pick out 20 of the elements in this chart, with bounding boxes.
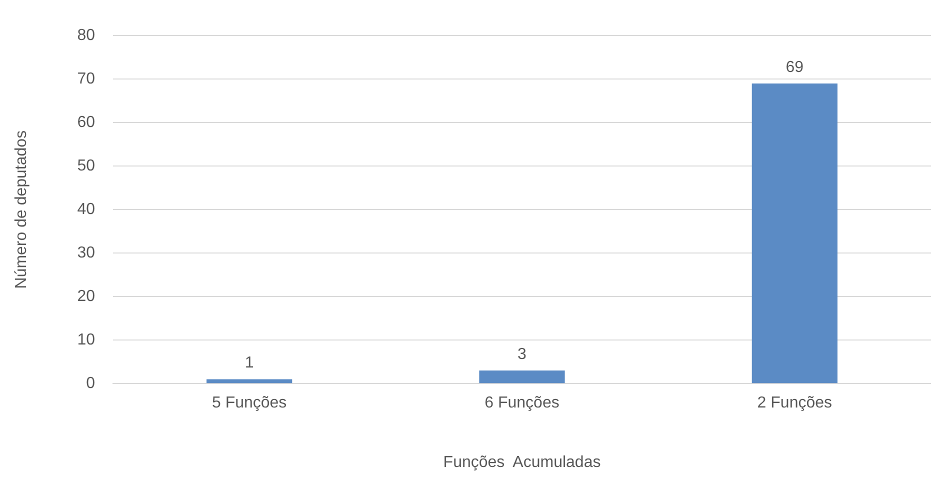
data-label: 3 (518, 346, 527, 363)
x-tick-label: 2 Funções (757, 394, 832, 412)
y-tick-label: 60 (77, 114, 96, 132)
y-axis-title: Número de deputados (13, 130, 30, 289)
y-tick-label: 40 (77, 201, 96, 218)
x-axis-title: Funções Acumuladas (443, 454, 601, 471)
y-tick-label: 30 (77, 244, 96, 262)
y-tick-label: 0 (86, 375, 96, 392)
data-label: 69 (786, 58, 804, 76)
data-label: 1 (244, 354, 254, 372)
x-tick-label: 5 Funções (212, 394, 287, 412)
y-tick-label: 80 (77, 27, 96, 44)
y-tick-label: 70 (77, 70, 96, 88)
y-tick-label: 20 (77, 288, 96, 306)
bar (479, 370, 565, 384)
y-tick-label: 10 (77, 332, 96, 349)
bar (752, 83, 838, 384)
x-tick-label: 6 Funções (484, 394, 560, 412)
y-tick-label: 50 (77, 158, 96, 175)
bar (206, 379, 292, 384)
